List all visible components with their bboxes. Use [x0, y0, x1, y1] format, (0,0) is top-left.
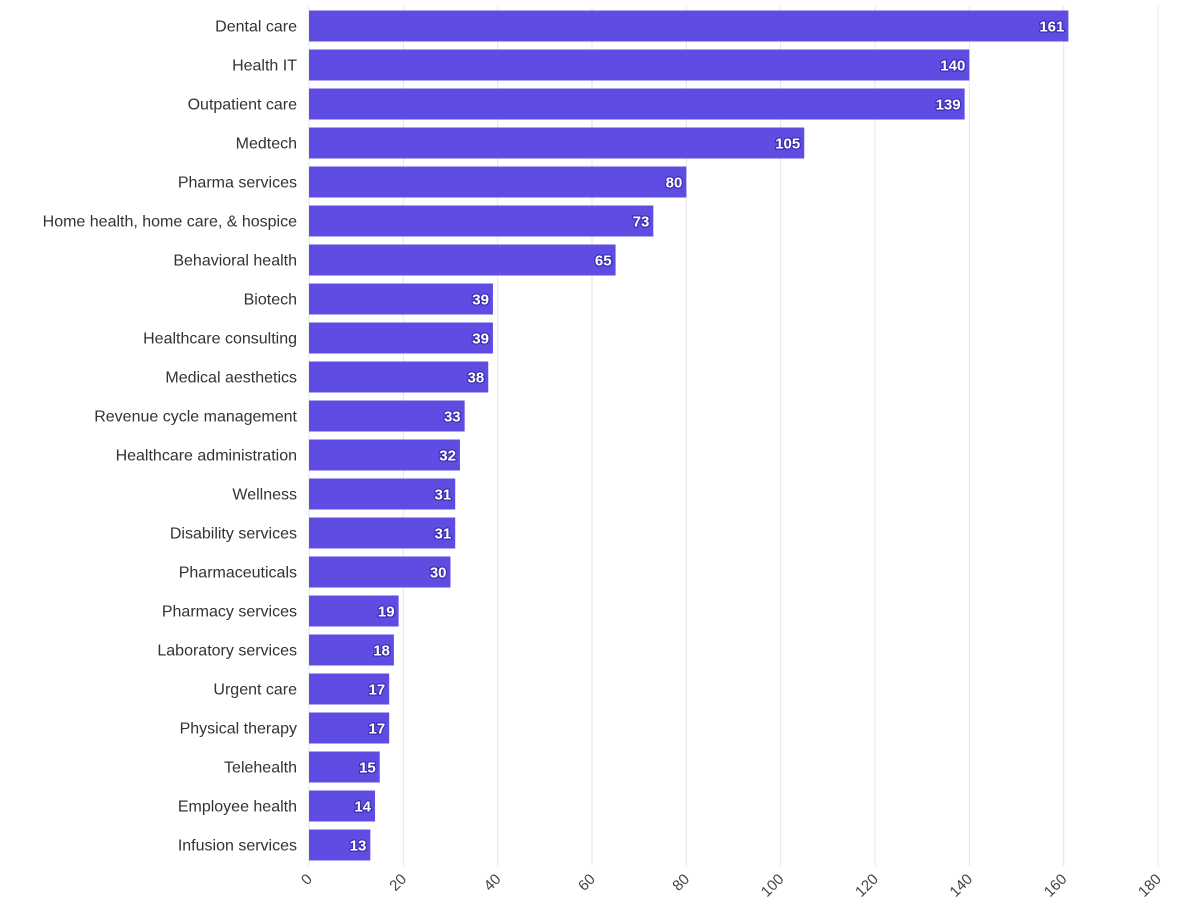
category-label: Infusion services [178, 838, 297, 855]
bar [309, 361, 489, 393]
value-label: 39 [472, 331, 489, 348]
category-label: Laboratory services [157, 643, 297, 660]
x-tick-label: 0 [298, 871, 316, 889]
value-label: 33 [444, 409, 461, 426]
category-label: Medical aesthetics [165, 370, 297, 387]
category-label: Health IT [232, 58, 297, 75]
value-label: 105 [775, 136, 800, 153]
value-label: 73 [633, 214, 650, 231]
bar [309, 10, 1069, 42]
value-label: 32 [439, 448, 456, 465]
category-label: Healthcare administration [116, 448, 297, 465]
x-tick-label: 80 [669, 871, 693, 895]
bar [309, 127, 805, 159]
bar [309, 283, 493, 315]
value-label: 30 [430, 565, 447, 582]
x-tick-label: 100 [758, 871, 788, 901]
x-tick-label: 20 [386, 871, 410, 895]
bar [309, 166, 687, 198]
value-label: 17 [368, 682, 385, 699]
bar [309, 88, 965, 120]
bar [309, 712, 390, 744]
bar [309, 634, 394, 666]
category-label: Urgent care [213, 682, 297, 699]
category-label: Wellness [232, 487, 297, 504]
value-label: 18 [373, 643, 390, 660]
bar [309, 517, 456, 549]
value-label: 31 [435, 526, 452, 543]
category-label: Pharma services [178, 175, 297, 192]
bar [309, 673, 390, 705]
value-label: 140 [940, 58, 965, 75]
bar [309, 595, 399, 627]
category-label: Behavioral health [173, 253, 297, 270]
bar [309, 790, 376, 822]
category-label: Employee health [178, 799, 297, 816]
category-label: Home health, home care, & hospice [43, 214, 297, 231]
value-label: 13 [350, 838, 367, 855]
category-label: Disability services [170, 526, 297, 543]
value-label: 65 [595, 253, 612, 270]
bars [309, 10, 1069, 861]
bar [309, 400, 465, 432]
bar [309, 829, 371, 861]
bar [309, 478, 456, 510]
value-label: 80 [666, 175, 683, 192]
x-tick-label: 40 [481, 871, 505, 895]
category-label: Physical therapy [180, 721, 297, 738]
bar [309, 556, 451, 588]
value-labels: 161 140 139 105 80 73 65 39 39 38 33 32 31 31 30 19 18 17… [348, 17, 1065, 856]
category-label: Biotech [244, 292, 297, 309]
x-tick-label: 60 [575, 871, 599, 895]
category-labels: Dental care Health IT Outpatient care Medte… [43, 19, 298, 855]
value-label: 19 [378, 604, 395, 621]
x-tick-label: 140 [946, 871, 976, 901]
category-label: Healthcare consulting [143, 331, 297, 348]
x-tick-label: 160 [1041, 871, 1071, 901]
category-label: Dental care [215, 19, 297, 36]
category-label: Pharmaceuticals [179, 565, 297, 582]
value-label: 139 [936, 97, 961, 114]
x-tick-label: 180 [1135, 871, 1165, 901]
category-label: Telehealth [224, 760, 297, 777]
value-label: 17 [368, 721, 385, 738]
category-label: Revenue cycle management [94, 409, 297, 426]
value-label: 31 [435, 487, 452, 504]
x-axis-tick-labels: 0 20 40 60 80 100 120 140 160 180 [298, 871, 1165, 901]
bar [309, 49, 970, 81]
value-label: 161 [1039, 19, 1064, 36]
bar [309, 322, 493, 354]
bar [309, 244, 616, 276]
value-label: 14 [354, 799, 371, 816]
value-label: 15 [359, 760, 376, 777]
bar [309, 751, 380, 783]
category-label: Pharmacy services [162, 604, 297, 621]
bar [309, 439, 460, 471]
category-label: Outpatient care [188, 97, 298, 114]
value-label: 39 [472, 292, 489, 309]
category-label: Medtech [236, 136, 297, 153]
x-tick-label: 120 [852, 871, 882, 901]
bar [309, 205, 654, 237]
value-label: 38 [468, 370, 485, 387]
